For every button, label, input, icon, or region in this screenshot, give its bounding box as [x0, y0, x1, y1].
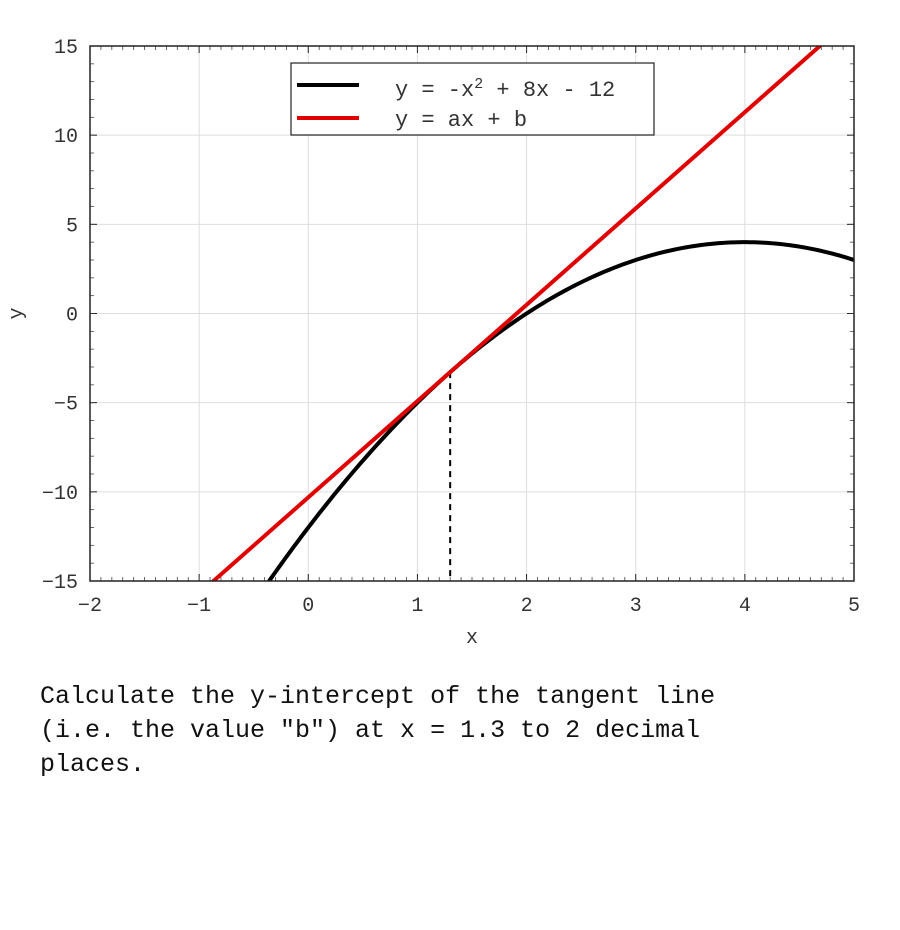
- x-tick-label: 5: [848, 595, 860, 618]
- y-tick-label: 10: [54, 126, 78, 149]
- legend-entry-parabola: y = -x2 + 8x - 12: [395, 76, 615, 104]
- y-tick-label: 15: [54, 37, 78, 60]
- x-tick-label: 4: [739, 595, 751, 618]
- x-tick-label: −2: [78, 595, 102, 618]
- y-tick-label: −5: [54, 394, 78, 417]
- legend-parabola-exponent: 2: [474, 76, 483, 93]
- legend: y = -x2 + 8x - 12 y = ax + b: [290, 62, 655, 136]
- x-tick-label: 3: [630, 595, 642, 618]
- tangent-line: [210, 46, 823, 581]
- legend-box: [290, 62, 655, 136]
- legend-parabola-rest: + 8x - 12: [483, 78, 615, 103]
- y-tick-label: 0: [66, 305, 78, 328]
- y-tick-label: −10: [42, 483, 78, 506]
- series-layer: [210, 46, 854, 581]
- y-tick-label: −15: [42, 572, 78, 595]
- x-tick-label: −1: [187, 595, 211, 618]
- legend-entry-tangent: y = ax + b: [395, 108, 527, 133]
- x-tick-label: 1: [411, 595, 423, 618]
- y-axis-label: y: [6, 307, 29, 319]
- x-axis-label: x: [466, 627, 478, 650]
- legend-parabola-base: y = -x: [395, 78, 474, 103]
- plot-frame: [89, 45, 855, 582]
- x-tick-label: 0: [302, 595, 314, 618]
- question-text: Calculate the y-intercept of the tangent…: [40, 682, 716, 779]
- y-tick-label: 5: [66, 215, 78, 238]
- x-tick-label: 2: [521, 595, 533, 618]
